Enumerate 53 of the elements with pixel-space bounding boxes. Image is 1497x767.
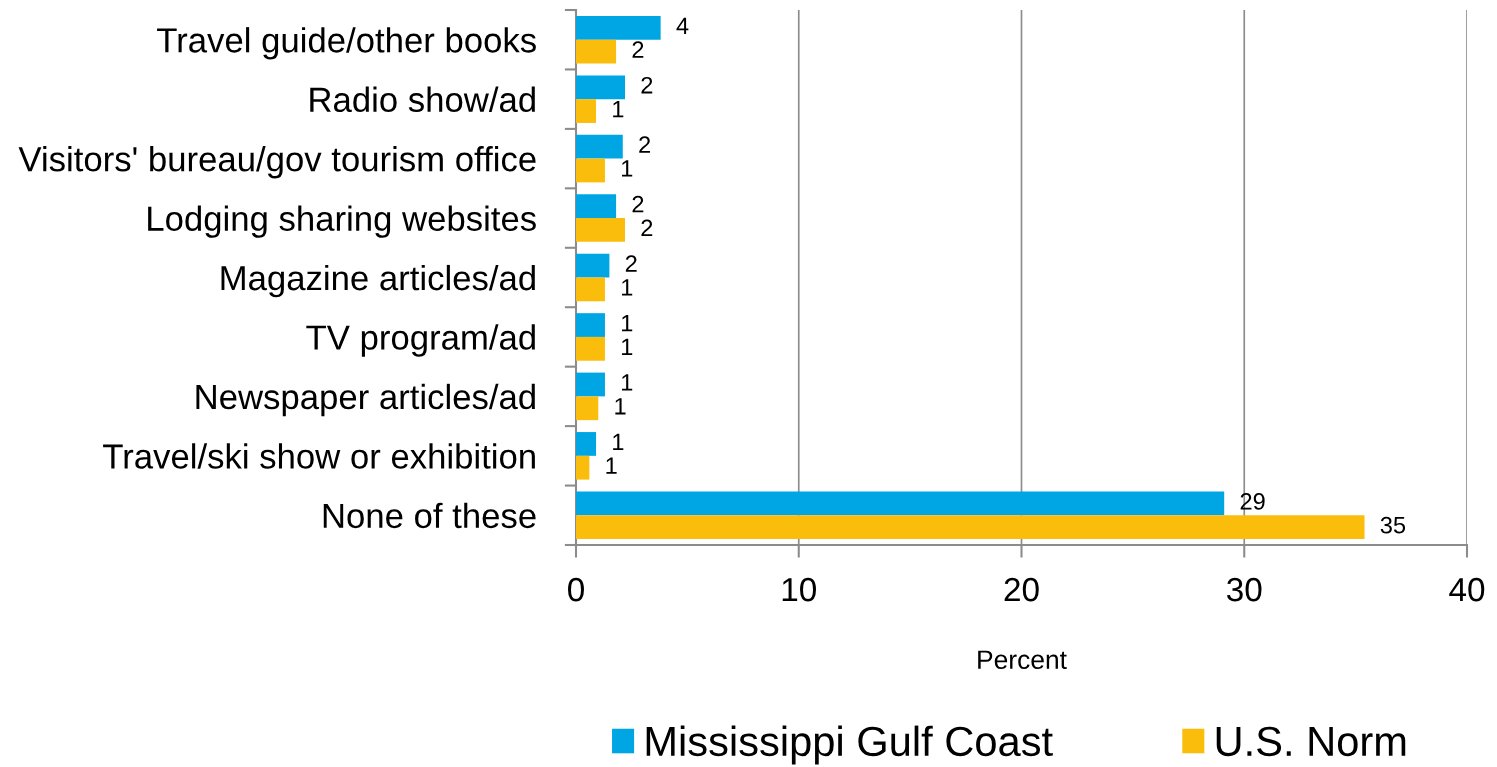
bar xyxy=(576,313,605,337)
y-tick-label: TV program/ad xyxy=(306,324,535,357)
data-label: 2 xyxy=(641,76,653,94)
bar xyxy=(576,15,661,40)
data-label: 35 xyxy=(1380,516,1406,534)
data-label: 1 xyxy=(622,279,633,296)
y-tick-label: Visitors' bureau/gov tourism office xyxy=(18,146,536,179)
data-label: 1 xyxy=(613,100,624,118)
bar xyxy=(576,75,626,100)
bar xyxy=(576,39,617,64)
bar xyxy=(576,372,605,397)
data-label: 29 xyxy=(1240,493,1265,510)
x-tick-label: 30 xyxy=(1226,577,1262,602)
legend-label: Mississippi Gulf Coast xyxy=(646,725,1053,765)
bar xyxy=(576,158,605,183)
bar xyxy=(576,134,623,159)
x-tick-label: 0 xyxy=(568,577,584,602)
data-label: 2 xyxy=(632,195,644,213)
x-axis-title: Percent xyxy=(978,650,1067,670)
x-tick-label: 20 xyxy=(1004,577,1039,602)
bar xyxy=(576,277,605,302)
bar xyxy=(576,99,597,123)
data-label: 2 xyxy=(641,219,653,237)
y-tick-label: Travel/ski show or exhibition xyxy=(103,443,535,469)
bar xyxy=(576,253,610,278)
data-label: 1 xyxy=(615,398,626,415)
data-label: 2 xyxy=(639,136,650,153)
data-label: 1 xyxy=(622,338,633,355)
bar xyxy=(576,218,626,242)
bar xyxy=(576,455,590,480)
x-tick-label: 10 xyxy=(782,577,816,602)
data-label: 4 xyxy=(676,17,689,34)
legend-label: U.S. Norm xyxy=(1216,726,1406,757)
bar xyxy=(576,396,599,421)
x-tick-label: 40 xyxy=(1449,577,1485,602)
data-label: 1 xyxy=(622,374,633,391)
data-label: 1 xyxy=(622,160,633,177)
y-tick-label: Newspaper articles/ad xyxy=(196,383,535,417)
y-tick-label: None of these xyxy=(323,502,536,529)
data-label: 2 xyxy=(625,255,637,272)
bar xyxy=(576,336,605,361)
data-label: 1 xyxy=(613,433,624,451)
bar xyxy=(576,491,1225,516)
data-label: 1 xyxy=(606,457,617,474)
data-label: 2 xyxy=(632,41,644,58)
data-label: 1 xyxy=(622,314,633,332)
y-tick-label: Magazine articles/ad xyxy=(221,264,535,298)
bar xyxy=(576,515,1365,540)
y-tick-label: Radio show/ad xyxy=(310,86,535,113)
y-tick-label: Lodging sharing websites xyxy=(148,205,536,238)
bar xyxy=(576,432,597,456)
bar xyxy=(576,194,617,219)
y-tick-label: Travel guide/other books xyxy=(157,27,536,60)
